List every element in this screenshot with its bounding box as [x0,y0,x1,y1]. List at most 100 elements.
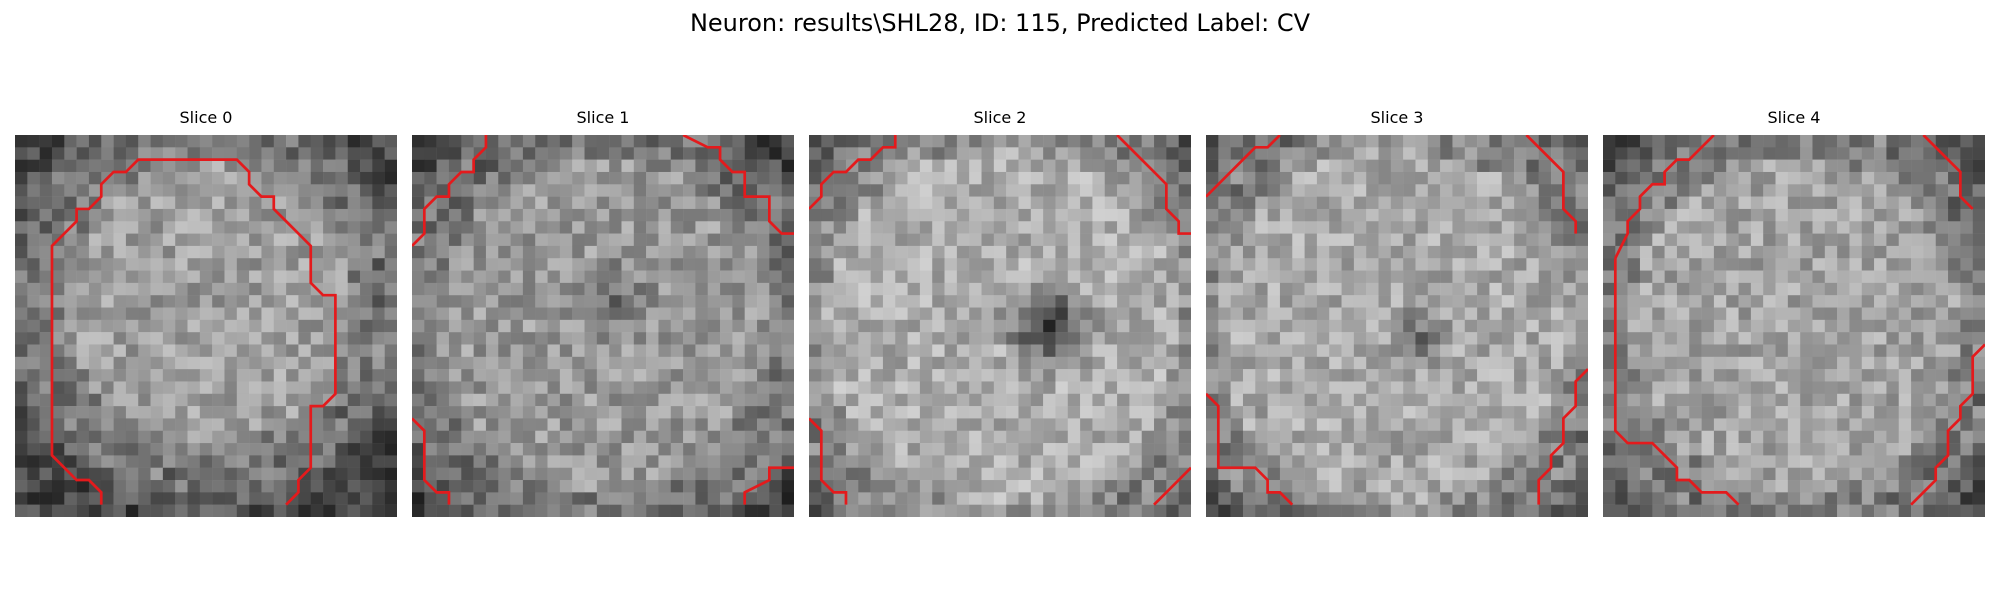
pixel [114,320,127,333]
pixel [372,209,385,222]
pixel [1391,381,1404,394]
pixel [834,492,847,505]
pixel [1689,505,1702,517]
pixel [224,369,237,382]
pixel [1055,147,1068,160]
pixel [1812,332,1825,345]
pixel [732,271,745,284]
pixel [1117,344,1130,357]
pixel [1739,271,1752,284]
pixel [1689,443,1702,456]
pixel [1243,332,1256,345]
pixel [40,258,53,271]
pixel [821,221,834,234]
pixel [597,234,610,247]
pixel [474,172,487,185]
pixel [311,184,324,197]
pixel [77,369,90,382]
pixel [1231,184,1244,197]
pixel [1055,209,1068,222]
pixel [64,295,77,308]
pixel [175,468,188,481]
pixel [695,221,708,234]
pixel [1923,320,1936,333]
pixel [1726,431,1739,444]
pixel [846,221,859,234]
pixel [1776,455,1789,468]
pixel [1317,320,1330,333]
pixel [1862,381,1875,394]
pixel [1825,135,1838,148]
pixel [77,197,90,210]
pixel [757,431,770,444]
pixel [474,455,487,468]
pixel [237,381,250,394]
pixel [895,406,908,419]
pixel [188,492,201,505]
pixel [957,308,970,321]
pixel [920,135,933,148]
pixel [1206,381,1219,394]
pixel [572,271,585,284]
pixel [311,295,324,308]
pixel [1763,431,1776,444]
pixel [1640,492,1653,505]
pixel [932,246,945,259]
pixel [1936,369,1949,382]
slice-panel-3: Slice 3 [1206,108,1588,128]
pixel [15,258,28,271]
pixel [1342,505,1355,517]
pixel [486,455,499,468]
pixel [1117,455,1130,468]
pixel [1305,406,1318,419]
pixel [535,505,548,517]
pixel [249,381,262,394]
pixel [1317,505,1330,517]
pixel [498,209,511,222]
pixel [52,492,65,505]
pixel [1763,221,1776,234]
pixel [1206,160,1219,173]
pixel [548,431,561,444]
pixel [883,418,896,431]
pixel [1280,369,1293,382]
pixel [163,455,176,468]
pixel [708,320,721,333]
pixel [871,221,884,234]
pixel [809,344,822,357]
pixel [1702,246,1715,259]
pixel [1055,505,1068,517]
pixel [1800,135,1813,148]
pixel [286,209,299,222]
pixel [585,135,598,148]
pixel [200,468,213,481]
pixel [1354,246,1367,259]
pixel [671,332,684,345]
pixel [1677,443,1690,456]
pixel [1763,455,1776,468]
pixel [535,135,548,148]
pixel [932,184,945,197]
pixel [609,160,622,173]
pixel [323,221,336,234]
pixel [1218,455,1231,468]
pixel [1800,271,1813,284]
pixel [621,394,634,407]
pixel [994,418,1007,431]
pixel [671,344,684,357]
pixel [249,320,262,333]
pixel [52,147,65,160]
pixel [1502,480,1515,493]
pixel [1391,184,1404,197]
pixel [212,258,225,271]
pixel [151,184,164,197]
pixel [1105,209,1118,222]
pixel [834,381,847,394]
pixel [895,480,908,493]
pixel [1403,271,1416,284]
pixel [1948,381,1961,394]
pixel [1043,369,1056,382]
pixel [1539,184,1552,197]
pixel [1788,344,1801,357]
pixel [89,308,102,321]
